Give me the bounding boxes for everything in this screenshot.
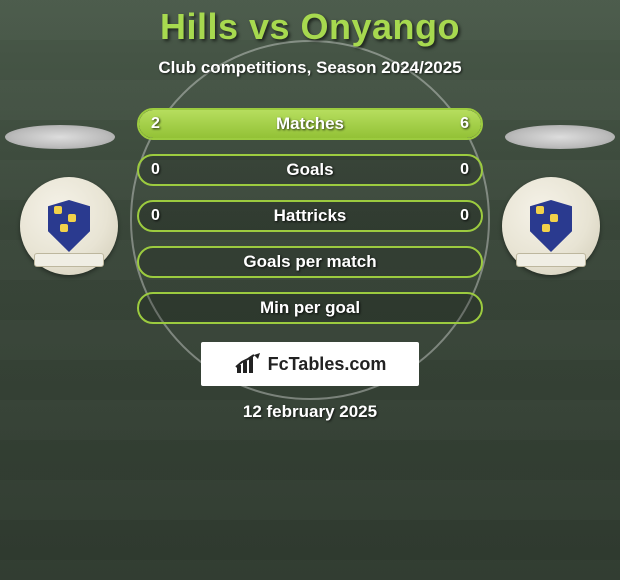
bar-matches: 2 Matches 6	[137, 108, 483, 140]
bar-label: Goals per match	[139, 248, 481, 276]
bar-goals: 0 Goals 0	[137, 154, 483, 186]
bar-hattricks: 0 Hattricks 0	[137, 200, 483, 232]
brand-text: FcTables.com	[268, 354, 387, 375]
bar-label: Hattricks	[139, 202, 481, 230]
brand-badge[interactable]: FcTables.com	[201, 342, 419, 386]
content: Hills vs Onyango Club competitions, Seas…	[0, 0, 620, 422]
bar-value-right: 0	[448, 202, 481, 230]
bar-label: Matches	[139, 110, 481, 138]
bar-label: Goals	[139, 156, 481, 184]
date-label: 12 february 2025	[0, 402, 620, 422]
bar-value-right: 0	[448, 156, 481, 184]
page-title: Hills vs Onyango	[0, 6, 620, 48]
bar-value-right	[457, 294, 481, 322]
chart-icon	[234, 353, 262, 375]
bar-value-right: 6	[448, 110, 481, 138]
bar-min-per-goal: Min per goal	[137, 292, 483, 324]
stats-bars: 2 Matches 6 0 Goals 0 0 Hattricks 0 Goal…	[137, 108, 483, 324]
subtitle: Club competitions, Season 2024/2025	[0, 58, 620, 78]
bar-label: Min per goal	[139, 294, 481, 322]
bar-goals-per-match: Goals per match	[137, 246, 483, 278]
bar-value-right	[457, 248, 481, 276]
